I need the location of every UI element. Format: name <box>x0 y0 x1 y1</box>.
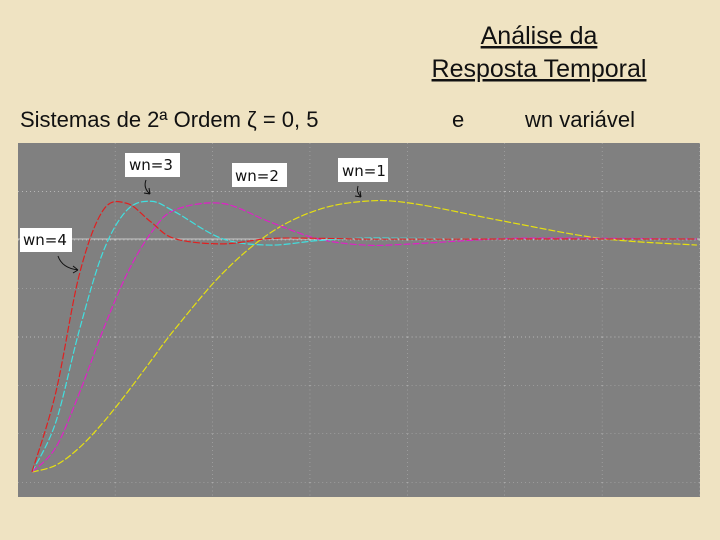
series-label: wn=1 <box>342 162 386 180</box>
series-line <box>31 202 697 473</box>
series-label: wn=4 <box>23 231 67 249</box>
title-line: Resposta Temporal <box>432 55 647 83</box>
series-line <box>31 200 697 473</box>
series-line <box>31 199 698 473</box>
label-box <box>338 158 388 182</box>
subtitle: Sistemas de 2ª Ordem ζ = 0, 5 <box>20 107 318 132</box>
label-box <box>232 163 287 187</box>
label-box <box>20 228 72 252</box>
arrow <box>143 179 151 195</box>
arrow <box>57 255 79 274</box>
series-label: wn=2 <box>235 167 279 185</box>
series-line <box>31 200 697 473</box>
series-label: wn=3 <box>129 156 173 174</box>
label-box <box>125 153 180 177</box>
variable-note: wn variável <box>524 107 635 132</box>
title-line: Análise da <box>481 22 598 50</box>
conjunction: e <box>452 107 464 132</box>
curves <box>31 199 698 473</box>
arrow <box>354 185 362 198</box>
grid-pattern <box>18 143 700 497</box>
